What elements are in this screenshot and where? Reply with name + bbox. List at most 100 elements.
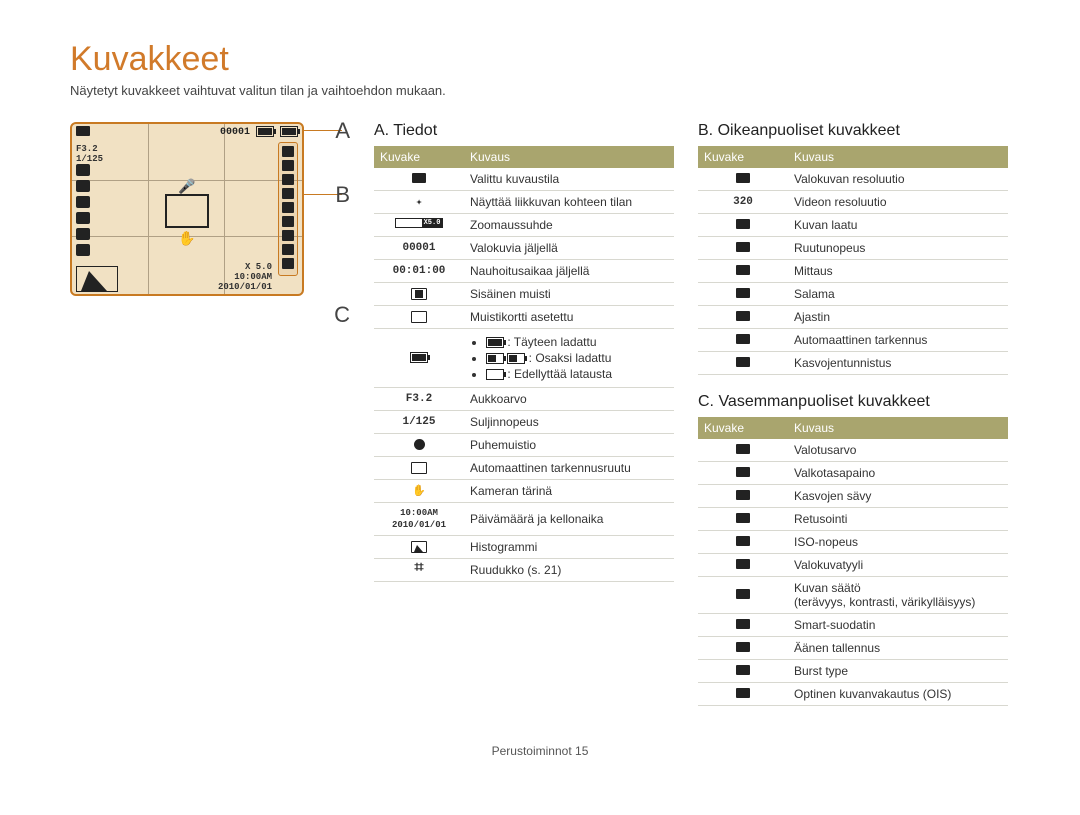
table-row: Kasvojentunnistus [698,352,1008,375]
icon-cell [698,306,788,329]
desc-cell: Äänen tallennus [788,637,1008,660]
shake-icon: ✋ [178,230,195,247]
desc-cell: Zoomaussuhde [464,214,674,237]
table-a: Kuvake Kuvaus Valittu kuvaustila✦Näyttää… [374,146,674,582]
desc-cell: Suljinnopeus [464,411,674,434]
icon-cell [698,485,788,508]
table-row: Smart-suodatin [698,614,1008,637]
icon-cell [698,637,788,660]
table-row: Optinen kuvanvakautus (OIS) [698,683,1008,706]
icon-cell [698,577,788,614]
col-icon: Kuvake [698,146,788,168]
lcd-diagram: 00001 F3.2 1/125 🎤 ✋ X 5 [70,122,320,296]
col-desc: Kuvaus [788,146,1008,168]
desc-cell: Ruudukko (s. 21) [464,559,674,582]
icon-cell: 00:01:00 [374,260,464,283]
table-row: Burst type [698,660,1008,683]
lcd-left-icons [76,164,90,256]
icon-cell [698,531,788,554]
page-title: Kuvakkeet [70,40,1010,79]
desc-cell: Kasvojentunnistus [788,352,1008,375]
icon-cell: ✦ [374,191,464,214]
lcd-shutter: 1/125 [76,154,103,164]
lcd-time: 10:00AM [218,272,272,282]
table-row: 320Videon resoluutio [698,191,1008,214]
desc-cell: Retusointi [788,508,1008,531]
icon-cell: F3.2 [374,388,464,411]
table-row: F3.2Aukkoarvo [374,388,674,411]
col-icon: Kuvake [698,417,788,439]
table-row: Retusointi [698,508,1008,531]
table-row: Kuvan säätö(terävyys, kontrasti, värikyl… [698,577,1008,614]
desc-cell: Valittu kuvaustila [464,168,674,191]
section-c-title: C. Vasemmanpuoliset kuvakkeet [698,393,1008,411]
table-row: Histogrammi [374,536,674,559]
desc-cell: Valokuvan resoluutio [788,168,1008,191]
desc-cell: Mittaus [788,260,1008,283]
desc-cell: Puhemuistio [464,434,674,457]
table-row: Valokuvan resoluutio [698,168,1008,191]
table-row: 10:00AM 2010/01/01Päivämäärä ja kellonai… [374,503,674,536]
table-row: Muistikortti asetettu [374,306,674,329]
desc-cell: Näyttää liikkuvan kohteen tilan [464,191,674,214]
icon-cell [374,434,464,457]
table-row: Valokuvatyyli [698,554,1008,577]
icon-cell [698,329,788,352]
desc-cell: Salama [788,283,1008,306]
icon-cell [374,168,464,191]
table-row: Valkotasapaino [698,462,1008,485]
icon-cell [698,352,788,375]
section-b-title: B. Oikeanpuoliset kuvakkeet [698,122,1008,140]
page-footer: Perustoiminnot 15 [70,744,1010,758]
icon-cell [698,660,788,683]
desc-cell: Automaattinen tarkennus [788,329,1008,352]
icon-cell [698,462,788,485]
table-row: Kasvojen sävy [698,485,1008,508]
lcd-right-icons [278,142,298,276]
icon-cell: 00001 [374,237,464,260]
histogram-icon [76,266,118,292]
desc-cell: Videon resoluutio [788,191,1008,214]
icon-cell [698,214,788,237]
icon-cell: ✋ [374,480,464,503]
table-row: ⌗Ruudukko (s. 21) [374,559,674,582]
lcd-date: 2010/01/01 [218,282,272,292]
icon-cell [698,237,788,260]
icon-cell: 1/125 [374,411,464,434]
table-row: Mittaus [698,260,1008,283]
table-row: X5.0Zoomaussuhde [374,214,674,237]
label-b: B [335,182,350,208]
icon-cell [698,439,788,462]
desc-cell: Valkotasapaino [788,462,1008,485]
page-subtitle: Näytetyt kuvakkeet vaihtuvat valitun til… [70,83,1010,98]
col-icon: Kuvake [374,146,464,168]
desc-cell: Kuvan säätö(terävyys, kontrasti, värikyl… [788,577,1008,614]
desc-cell: Optinen kuvanvakautus (OIS) [788,683,1008,706]
desc-cell: Muistikortti asetettu [464,306,674,329]
focus-frame-icon [165,194,209,228]
mic-icon: 🎤 [178,178,195,195]
table-row: Sisäinen muisti [374,283,674,306]
table-row: ISO-nopeus [698,531,1008,554]
table-row: Automaattinen tarkennusruutu [374,457,674,480]
icon-cell: 10:00AM 2010/01/01 [374,503,464,536]
table-row: Puhemuistio [374,434,674,457]
desc-cell: Valokuvatyyli [788,554,1008,577]
table-b: Kuvake Kuvaus Valokuvan resoluutio320Vid… [698,146,1008,375]
label-a: A [335,118,350,144]
section-a-title: A. Tiedot [374,122,674,140]
icon-cell [698,168,788,191]
table-row: ✋Kameran tärinä [374,480,674,503]
table-row: 00001Valokuvia jäljellä [374,237,674,260]
desc-cell: Burst type [788,660,1008,683]
desc-cell: Smart-suodatin [788,614,1008,637]
label-c: C [334,302,350,328]
icon-cell: 320 [698,191,788,214]
icon-cell [374,457,464,480]
icon-cell: X5.0 [374,214,464,237]
table-row: Valotusarvo [698,439,1008,462]
table-row: Valittu kuvaustila [374,168,674,191]
icon-cell [374,283,464,306]
lcd-count: 00001 [220,127,250,138]
desc-cell: Automaattinen tarkennusruutu [464,457,674,480]
